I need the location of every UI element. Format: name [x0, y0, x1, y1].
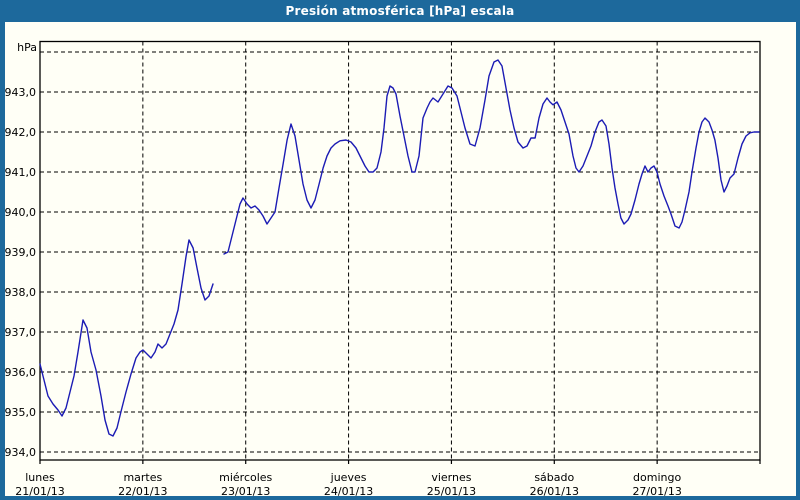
chart-title: Presión atmosférica [hPa] escala: [285, 4, 515, 18]
x-weekday-label: martes: [123, 471, 162, 484]
x-weekday-label: viernes: [431, 471, 471, 484]
x-date-label: 21/01/13: [15, 485, 64, 498]
y-tick-label: 937,0: [5, 326, 37, 339]
y-tick-label: 939,0: [5, 246, 37, 259]
y-tick-label: 934,0: [5, 446, 37, 459]
x-date-label: 23/01/13: [221, 485, 270, 498]
x-weekday-label: lunes: [25, 471, 55, 484]
y-tick-label: 942,0: [5, 126, 37, 139]
y-tick-label: 940,0: [5, 206, 37, 219]
plot-border: [39, 40, 761, 461]
y-tick-label: 943,0: [5, 86, 37, 99]
x-date-label: 27/01/13: [632, 485, 681, 498]
x-date-label: 22/01/13: [118, 485, 167, 498]
y-tick-label: 935,0: [5, 406, 37, 419]
x-weekday-label: miércoles: [219, 471, 272, 484]
chart-background: [5, 22, 796, 496]
y-axis-unit-label: hPa: [17, 41, 37, 54]
y-tick-label: 941,0: [5, 166, 37, 179]
x-weekday-label: sábado: [534, 471, 574, 484]
x-date-label: 25/01/13: [427, 485, 476, 498]
x-date-label: 26/01/13: [530, 485, 579, 498]
y-tick-label: 936,0: [5, 366, 37, 379]
pressure-line: [39, 59, 760, 437]
x-weekday-label: domingo: [633, 471, 681, 484]
x-weekday-label: jueves: [330, 471, 367, 484]
y-tick-label: 938,0: [5, 286, 37, 299]
x-date-label: 24/01/13: [324, 485, 373, 498]
title-bar: Presión atmosférica [hPa] escala: [0, 0, 800, 22]
